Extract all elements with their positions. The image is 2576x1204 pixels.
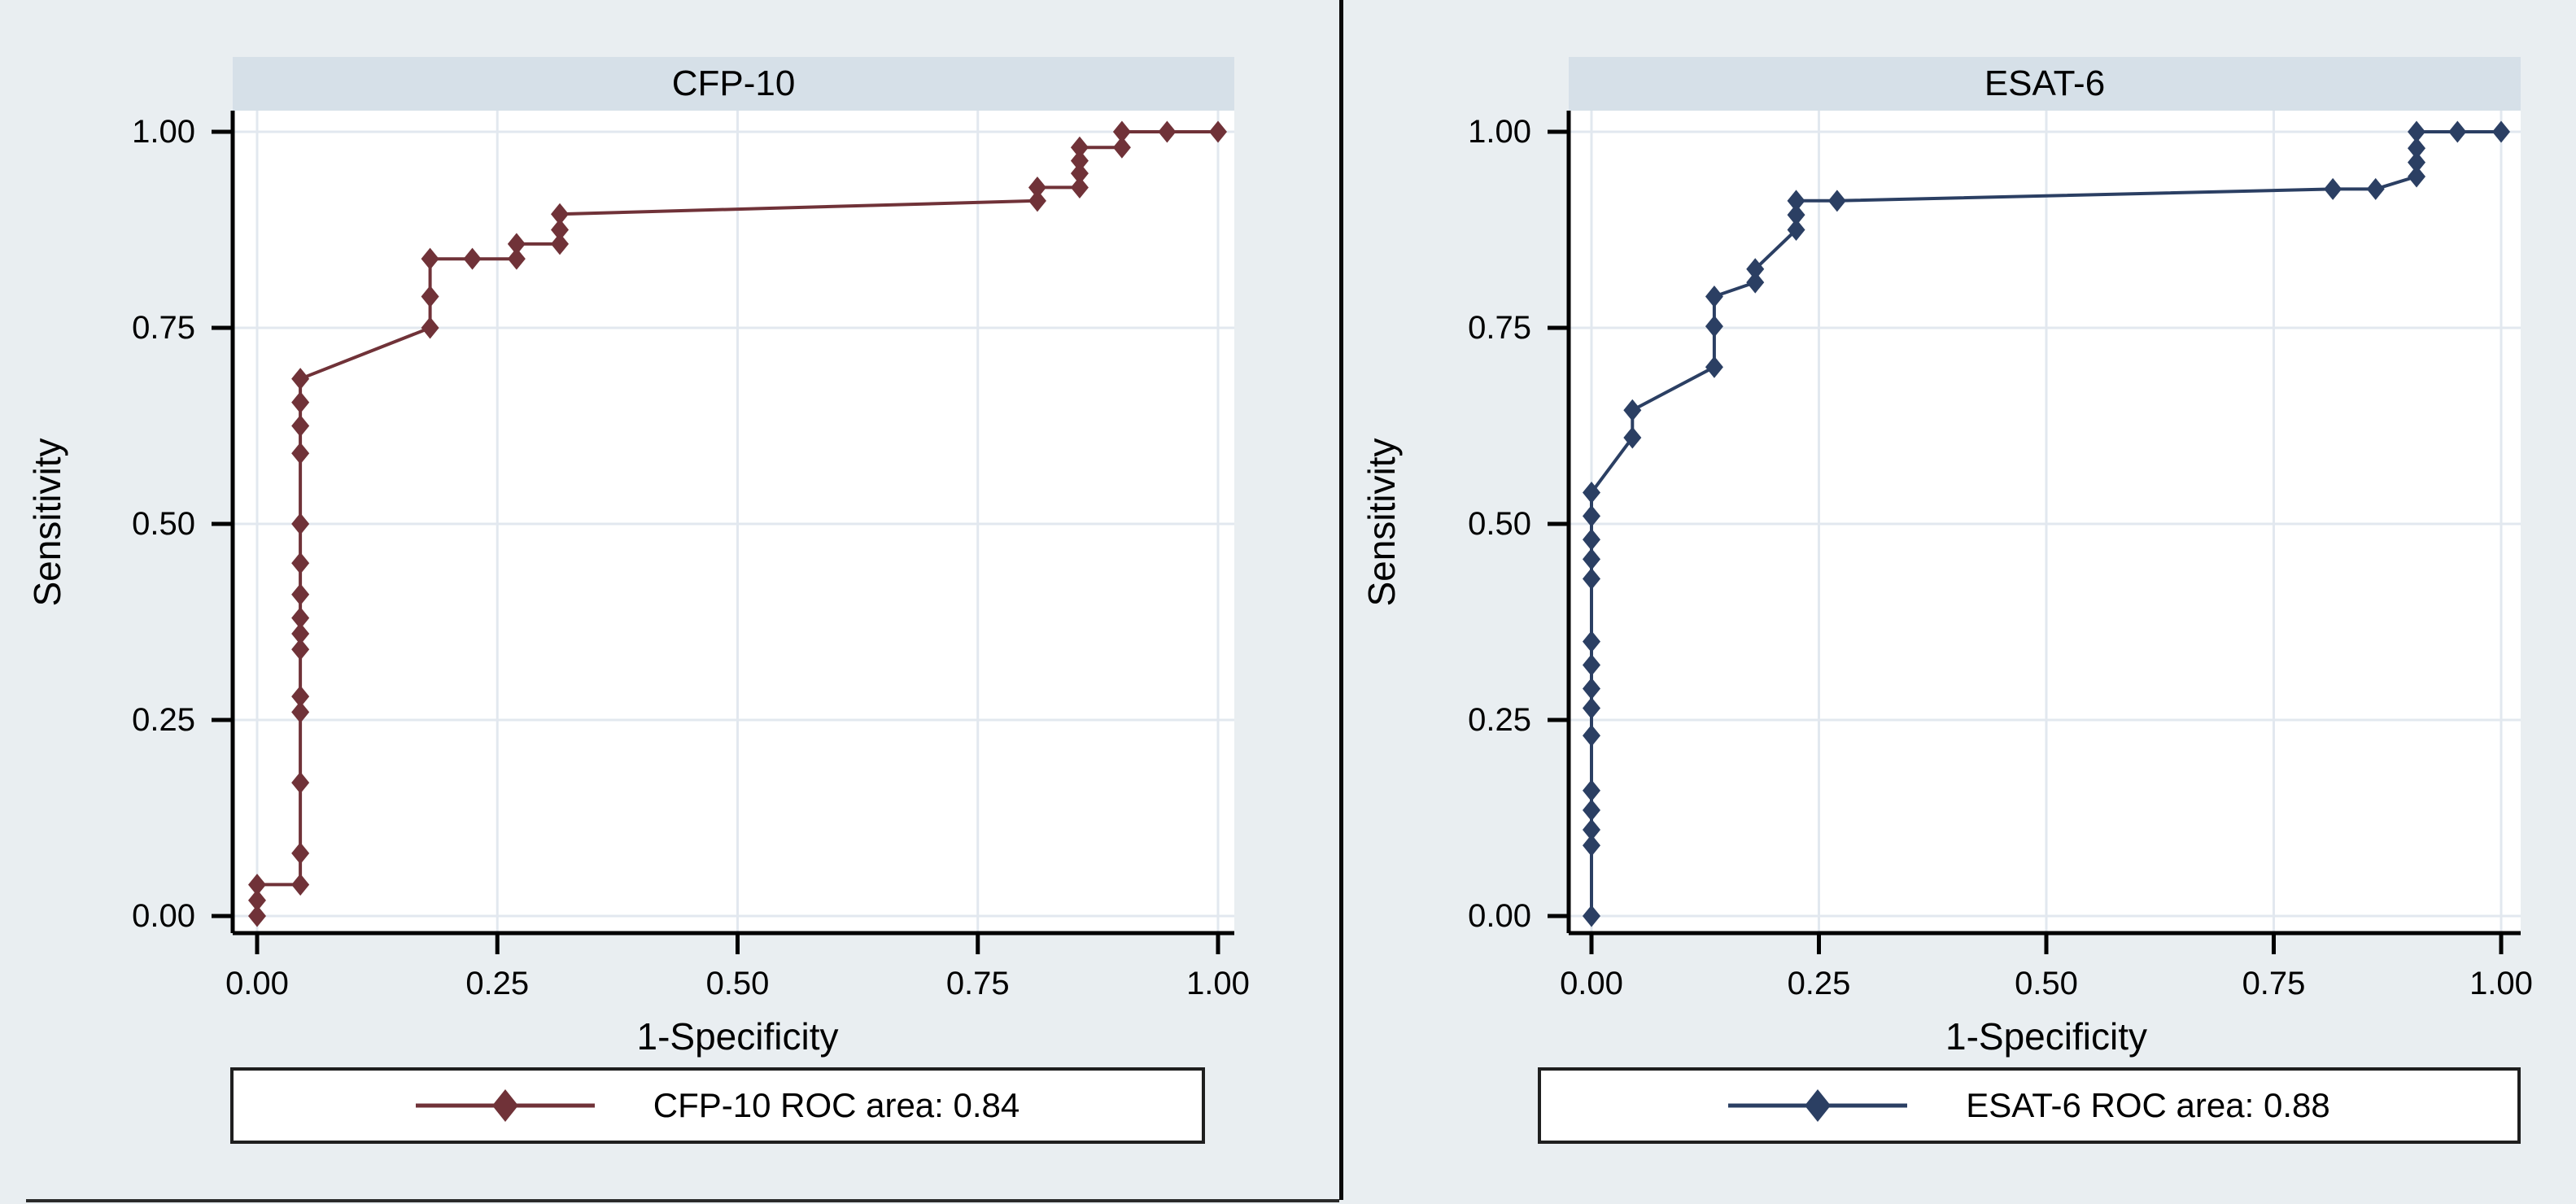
x-tick-label: 0.25 — [465, 966, 530, 1001]
panel-cfp10: CFP-10 Sensitivity 1-Specificity CFP-10 … — [26, 57, 1250, 1144]
y-tick-label: 0.50 — [132, 506, 195, 542]
x-tick-label: 0.50 — [2015, 966, 2078, 1001]
x-tick-label: 1.00 — [1186, 966, 1250, 1001]
y-tick-label: 0.75 — [1468, 310, 1531, 346]
legend-label: CFP-10 ROC area: 0.84 — [653, 1086, 1020, 1124]
legend: ESAT-6 ROC area: 0.88 — [1538, 1067, 2521, 1144]
y-tick-label: 0.25 — [1468, 702, 1531, 738]
legend-line-marker — [1728, 1089, 1908, 1122]
y-tick-label: 0.00 — [1468, 898, 1531, 934]
roc-plot — [212, 111, 1234, 954]
x-axis-title: 1-Specificity — [636, 1015, 839, 1058]
y-tick-label: 1.00 — [132, 114, 195, 150]
panel-title-banner: ESAT-6 — [1569, 57, 2521, 111]
x-tick-label: 1.00 — [2469, 966, 2533, 1001]
panel-divider — [1339, 0, 1343, 1200]
y-tick-label: 0.00 — [132, 898, 195, 934]
x-tick-label: 0.75 — [2242, 966, 2306, 1001]
y-tick-label: 0.75 — [132, 310, 195, 346]
roc-plot — [1548, 111, 2521, 954]
panel-title: ESAT-6 — [1984, 63, 2106, 103]
figure-bottom-border — [26, 1199, 1339, 1202]
x-tick-label: 0.75 — [945, 966, 1010, 1001]
y-tick-label: 0.25 — [132, 702, 195, 738]
x-tick-label: 0.00 — [1560, 966, 1623, 1001]
x-tick-label: 0.00 — [225, 966, 289, 1001]
panel-title: CFP-10 — [671, 63, 796, 103]
legend-label: ESAT-6 ROC area: 0.88 — [1966, 1086, 2330, 1124]
x-axis-title: 1-Specificity — [1945, 1015, 2147, 1058]
legend: CFP-10 ROC area: 0.84 — [230, 1067, 1205, 1144]
legend-line-marker — [415, 1089, 595, 1122]
y-tick-label: 1.00 — [1468, 114, 1531, 150]
panel-title-banner: CFP-10 — [233, 57, 1234, 111]
x-tick-label: 0.25 — [1787, 966, 1851, 1001]
x-tick-label: 0.50 — [705, 966, 770, 1001]
panel-esat6: ESAT-6 Sensitivity 1-Specificity ESAT-6 … — [1343, 0, 2576, 1204]
y-tick-label: 0.50 — [1468, 506, 1531, 542]
